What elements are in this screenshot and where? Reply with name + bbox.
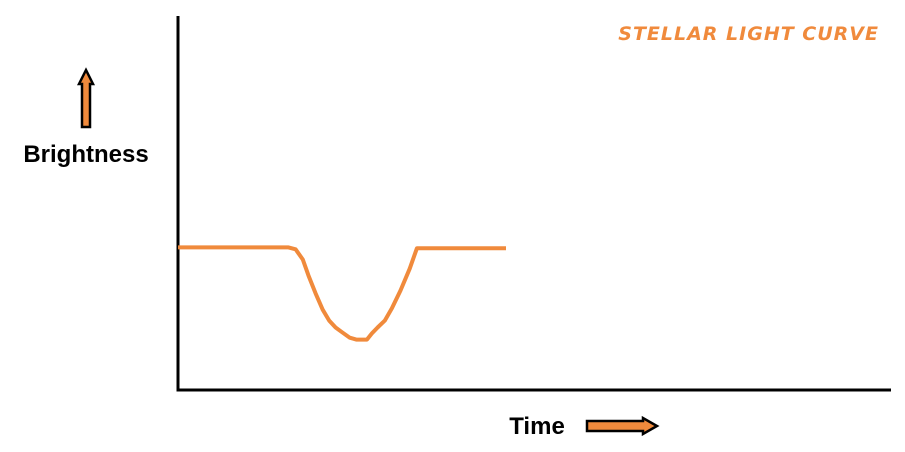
- arrow-up-icon: [76, 67, 96, 129]
- y-axis-label: Brightness: [23, 141, 148, 168]
- series-layer: [178, 245, 506, 342]
- x-axis-label: Time: [509, 413, 565, 440]
- chart-title: STELLAR LIGHT CURVE: [618, 23, 879, 45]
- light-curve-series-line: [178, 245, 506, 342]
- arrow-right-icon: [585, 415, 660, 437]
